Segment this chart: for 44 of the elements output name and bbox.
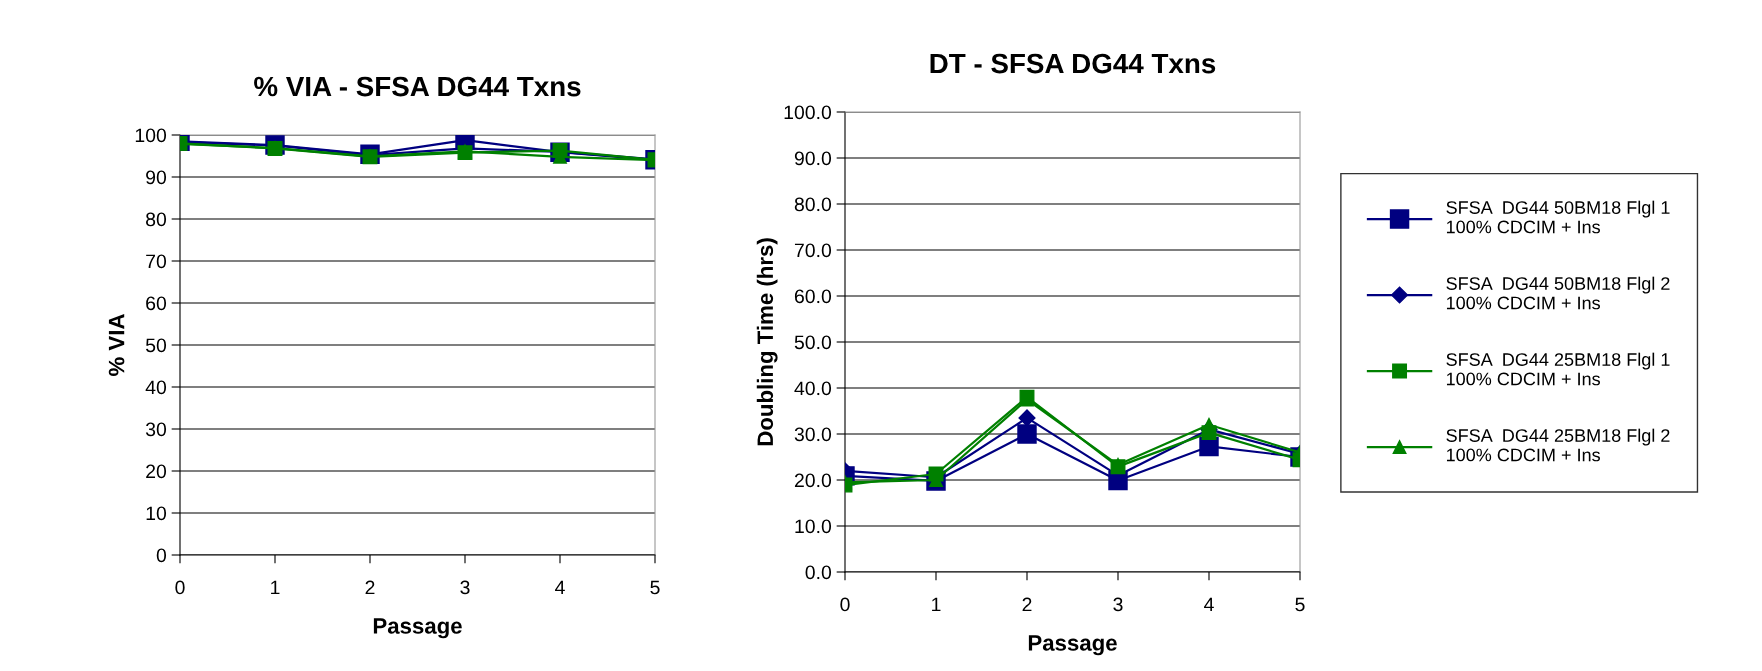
y-tick-label: 80.0	[794, 197, 832, 212]
y-tick-label: 90	[146, 170, 167, 185]
y-tick-label: 50	[145, 338, 167, 353]
y-tick-label: 20.0	[794, 473, 832, 488]
y-tick-label: 80	[146, 212, 167, 227]
x-tick-label: 4	[555, 580, 565, 595]
y-tick-label: 40	[145, 380, 167, 395]
y-tick-label: 60.0	[794, 289, 832, 304]
y-tick-label: 100	[135, 128, 167, 143]
x-tick-label: 1	[271, 580, 280, 595]
chart-title: DT - SFSA DG44 Txns	[930, 53, 1216, 74]
y-tick-label: 30.0	[794, 427, 832, 442]
y-tick-label: 60	[146, 296, 167, 311]
legend-label: SFSA DG44 25BM18 Flgl 1 100% CDCIM + Ins	[1446, 352, 1670, 386]
y-axis-title: % VIA	[108, 314, 125, 376]
y-tick-label: 50.0	[794, 335, 832, 350]
y-tick-label: 10	[146, 506, 167, 521]
x-tick-label: 2	[365, 580, 375, 595]
x-tick-label: 2	[1022, 597, 1032, 612]
y-axis-title: Doubling Time (hrs)	[756, 238, 778, 446]
x-tick-label: 4	[1204, 597, 1214, 612]
chart-title: % VIA - SFSA DG44 Txns	[254, 76, 581, 97]
y-tick-label: 40.0	[794, 381, 832, 396]
x-tick-label: 0	[840, 597, 850, 612]
x-tick-label: 0	[175, 580, 185, 595]
x-tick-label: 5	[650, 580, 660, 595]
x-axis-title: Passage	[1028, 635, 1117, 656]
y-tick-label: 70.0	[794, 243, 832, 258]
y-tick-label: 30	[145, 422, 167, 437]
y-tick-label: 100.0	[784, 105, 832, 120]
legend-label: SFSA DG44 25BM18 Flgl 2 100% CDCIM + Ins	[1446, 428, 1670, 462]
x-tick-label: 3	[1113, 597, 1123, 612]
y-tick-label: 20	[146, 464, 167, 479]
x-tick-label: 3	[460, 580, 470, 595]
legend-label: SFSA DG44 50BM18 Flgl 2 100% CDCIM + Ins	[1446, 276, 1670, 310]
legend-label: SFSA DG44 50BM18 Flgl 1 100% CDCIM + Ins	[1446, 200, 1670, 234]
y-tick-label: 0.0	[805, 565, 832, 580]
y-tick-label: 90.0	[794, 151, 832, 166]
x-tick-label: 1	[932, 597, 941, 612]
y-tick-label: 0	[156, 548, 167, 563]
x-tick-label: 5	[1295, 597, 1305, 612]
x-axis-title: Passage	[373, 618, 462, 639]
y-tick-label: 70	[146, 254, 167, 269]
y-tick-label: 10.0	[795, 519, 832, 534]
